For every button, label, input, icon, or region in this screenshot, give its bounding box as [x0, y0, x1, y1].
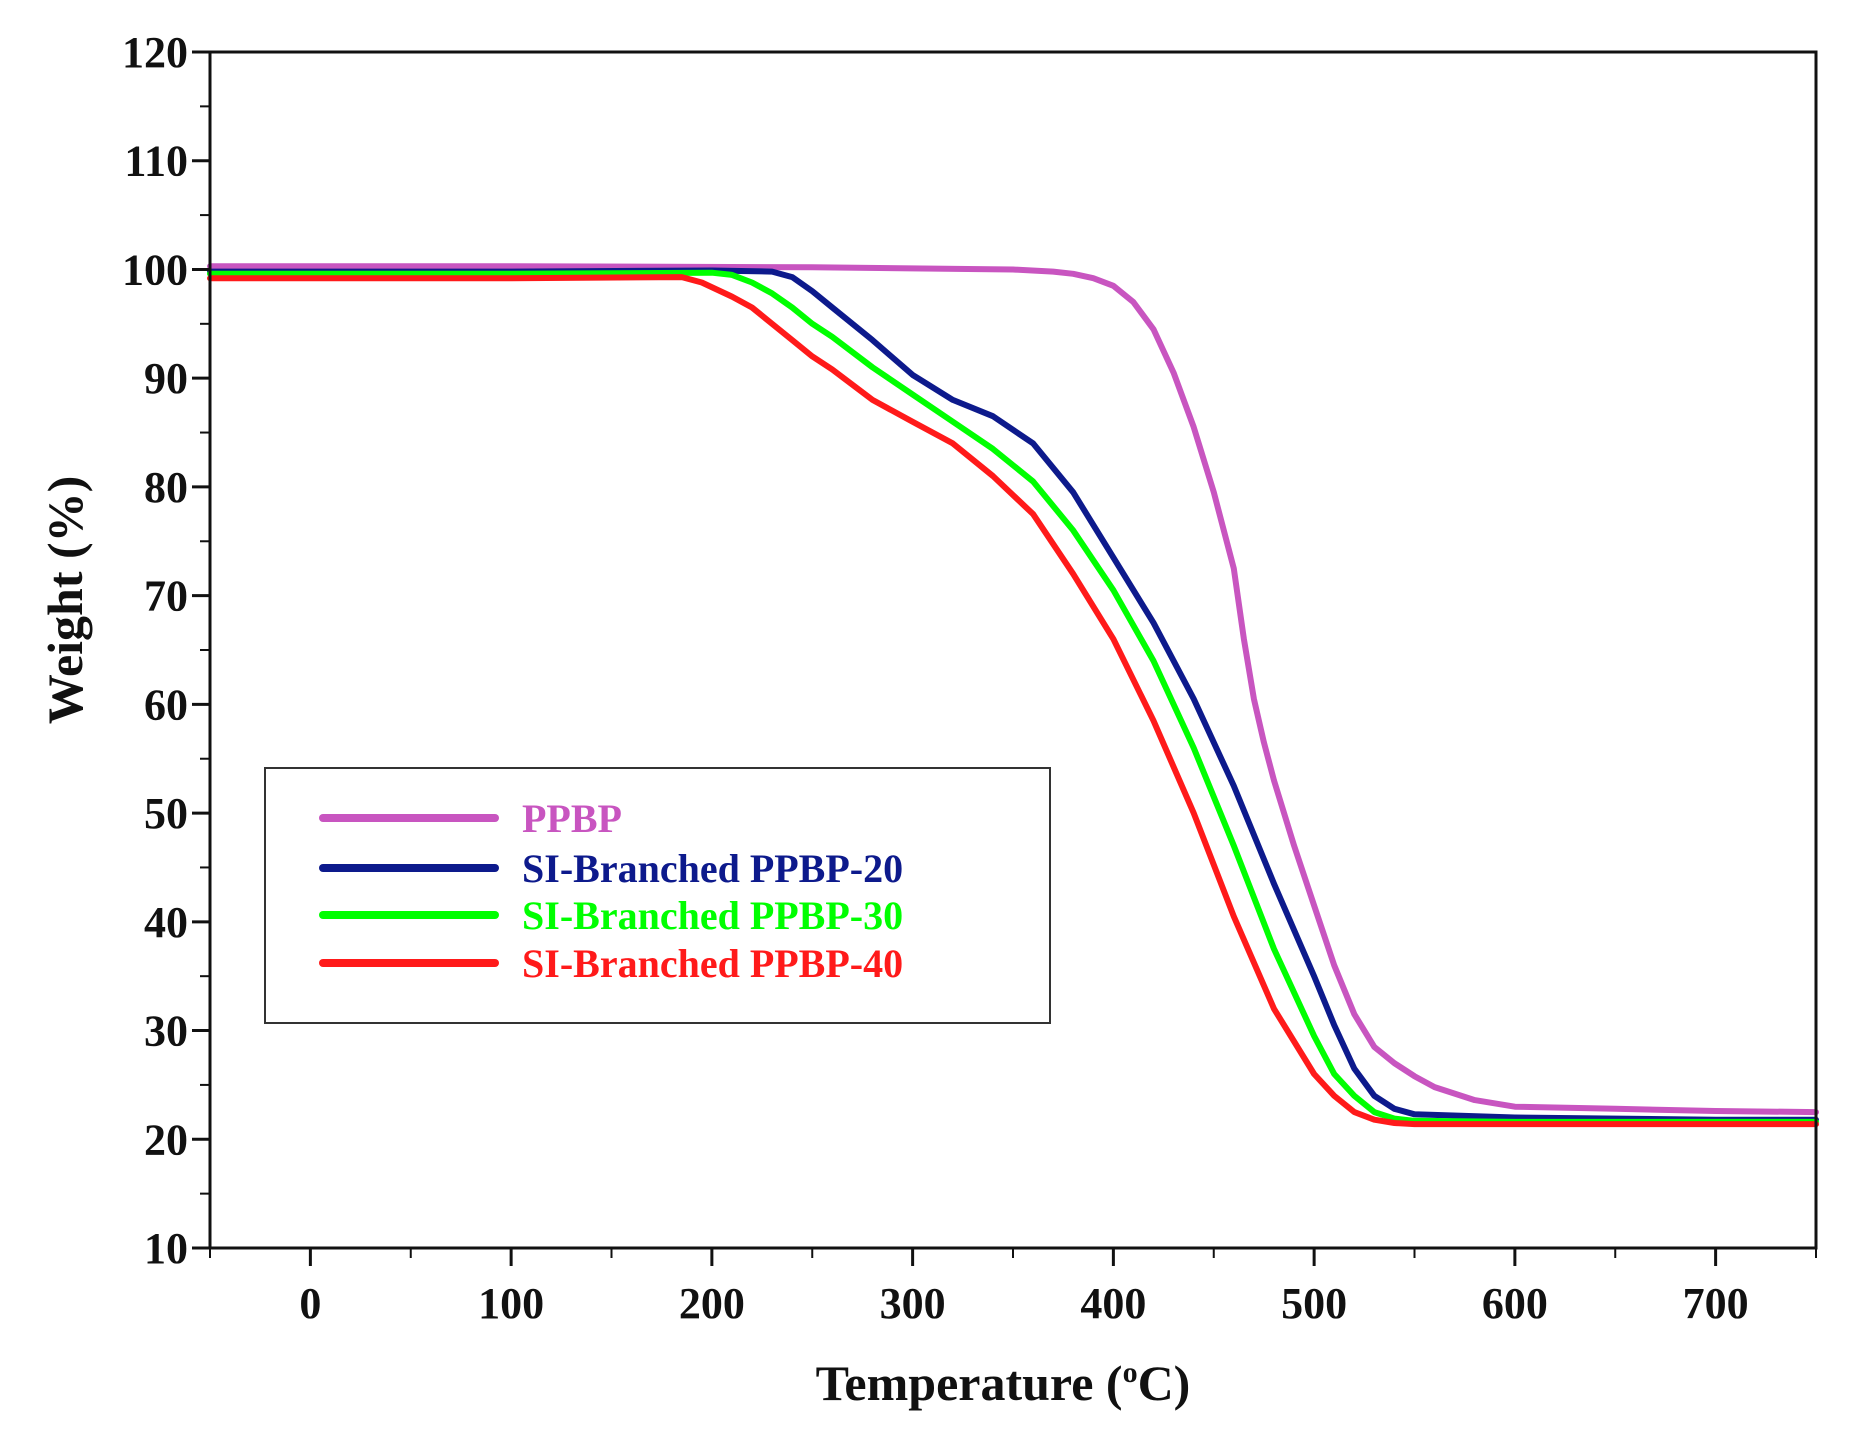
- y-tick-label-120: 120: [122, 28, 188, 77]
- legend-label-1: PPBP: [522, 796, 622, 841]
- y-tick-label-80: 80: [144, 463, 188, 512]
- legend-box: [264, 767, 1051, 1024]
- y-tick-label-110: 110: [124, 137, 188, 186]
- y-tick-label-10: 10: [144, 1224, 188, 1273]
- y-tick-label-60: 60: [144, 680, 188, 729]
- y-tick-label-90: 90: [144, 354, 188, 403]
- series-line-2: [207, 267, 1819, 1123]
- series-line-3: [207, 269, 1819, 1125]
- x-tick-label-100: 100: [478, 1279, 544, 1328]
- x-tick-label-300: 300: [880, 1279, 946, 1328]
- axis-layer: 10 20 30 40 50 60 70 80 90 100 110 120 0 100 200 300 400…: [122, 28, 1818, 1328]
- x-tick-label-0: 0: [299, 1279, 321, 1328]
- y-tick-label-50: 50: [144, 789, 188, 838]
- x-axis-title-main: Temperature (: [816, 1355, 1123, 1411]
- x-tick-label-700: 700: [1683, 1279, 1749, 1328]
- x-tick-label-500: 500: [1281, 1279, 1347, 1328]
- y-tick-label-40: 40: [144, 898, 188, 947]
- y-axis-title: Weight (%): [37, 476, 93, 725]
- legend-label-3: SI-Branched PPBP-30: [522, 893, 903, 938]
- series-layer: [207, 263, 1819, 1128]
- x-axis-title: Temperature (oC): [816, 1355, 1191, 1411]
- y-tick-label-70: 70: [144, 572, 188, 621]
- y-tick-label-100: 100: [122, 245, 188, 294]
- y-tick-label-30: 30: [144, 1007, 188, 1056]
- x-axis-title-unit: C): [1138, 1355, 1191, 1411]
- x-tick-label-400: 400: [1080, 1279, 1146, 1328]
- series-line-1: [207, 263, 1819, 1116]
- legend-label-4: SI-Branched PPBP-40: [522, 941, 903, 986]
- x-tick-label-600: 600: [1482, 1279, 1548, 1328]
- legend-label-2: SI-Branched PPBP-20: [522, 846, 903, 891]
- x-tick-label-200: 200: [679, 1279, 745, 1328]
- y-tick-label-20: 20: [144, 1115, 188, 1164]
- x-axis-title-degree: o: [1123, 1356, 1138, 1389]
- series-line-4: [207, 274, 1819, 1128]
